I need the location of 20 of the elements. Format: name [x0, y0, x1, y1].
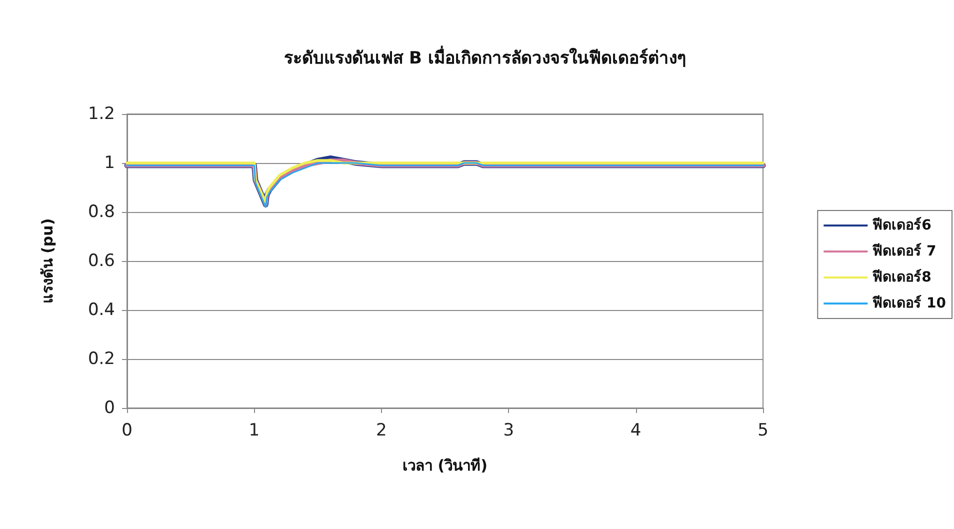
- y-axis-title: แรงดัน (pu): [38, 218, 56, 304]
- y-tick-label: 0.8: [88, 202, 115, 222]
- x-tick-label: 1: [248, 420, 260, 440]
- x-tick-label: 5: [758, 420, 768, 440]
- y-tick-label: 0: [104, 398, 115, 418]
- x-tick-label: 0: [122, 420, 132, 440]
- y-tick-label: 1: [104, 153, 115, 173]
- legend-label: ฟีดเดอร์8: [872, 268, 932, 286]
- chart-title: ระดับแรงดันเฟส B เมื่อเกิดการลัดวงจรในฟีดเดอร์ต่างๆ: [284, 46, 686, 68]
- x-tick-label: 3: [503, 420, 514, 440]
- x-tick-label: 4: [630, 420, 642, 440]
- y-tick-label: 1.2: [88, 104, 115, 124]
- legend-label: ฟีดเดอร์ 10: [872, 294, 946, 312]
- y-tick-label: 0.2: [88, 349, 115, 369]
- legend-label: ฟีดเดอร์ 7: [872, 242, 936, 260]
- y-tick-label: 0.6: [88, 251, 115, 271]
- x-axis-title: เวลา (วินาที): [402, 456, 488, 474]
- legend-label: ฟีดเดอร์6: [872, 216, 932, 234]
- y-tick-label: 0.4: [88, 300, 115, 320]
- x-tick-label: 2: [376, 420, 387, 440]
